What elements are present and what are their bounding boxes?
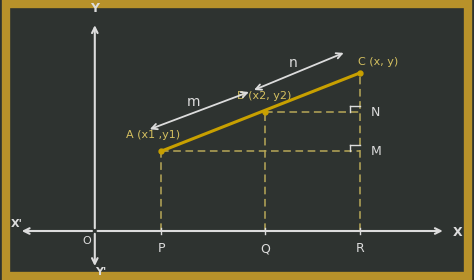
Text: Y': Y' bbox=[95, 267, 106, 277]
Text: M: M bbox=[371, 145, 382, 158]
Text: N: N bbox=[371, 106, 380, 118]
Text: n: n bbox=[289, 56, 298, 70]
Text: X': X' bbox=[10, 219, 23, 229]
Text: X: X bbox=[453, 226, 462, 239]
Text: Y: Y bbox=[91, 3, 99, 15]
Text: m: m bbox=[187, 95, 201, 109]
Text: O: O bbox=[82, 236, 91, 246]
Text: R: R bbox=[356, 242, 365, 255]
Text: A (x1 ,y1): A (x1 ,y1) bbox=[126, 130, 180, 140]
Text: P: P bbox=[157, 242, 165, 255]
Text: C (x, y): C (x, y) bbox=[358, 57, 398, 67]
Text: B (x2, y2): B (x2, y2) bbox=[237, 91, 292, 101]
Text: Q: Q bbox=[261, 242, 270, 255]
